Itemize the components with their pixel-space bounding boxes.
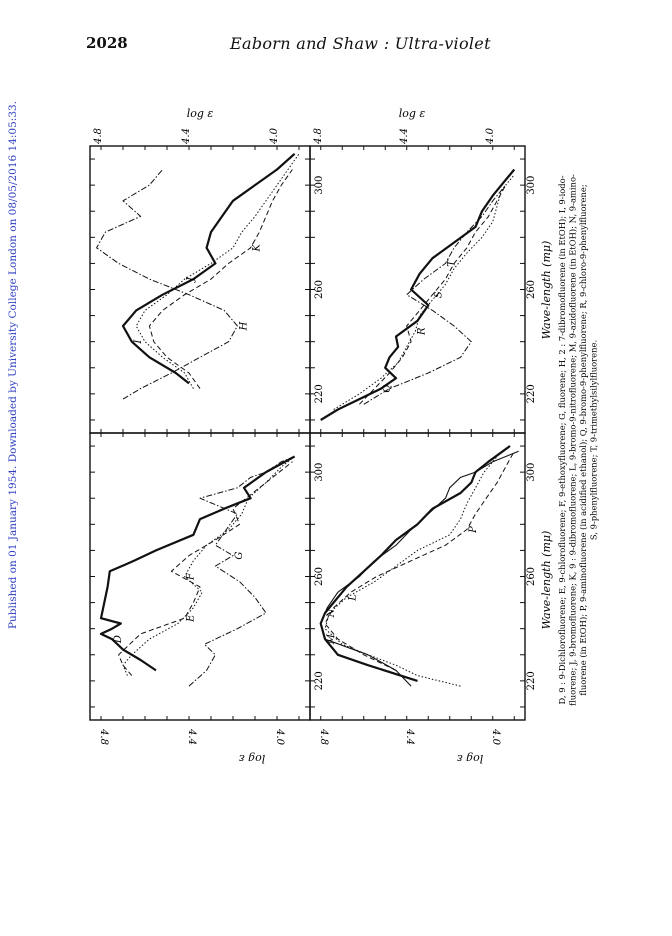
figure-labels: 220 260 300 220 260 300 220 260 300 220 260 300 4.8 4… (93, 107, 553, 765)
x-tick-label: 260 (526, 567, 537, 586)
caption-line: S, 9-phenylfluorene; T, 9-trimethylsilyl… (589, 340, 599, 540)
y-tick-label: 4.0 (269, 127, 280, 145)
series-line-K (148, 169, 293, 389)
x-tick-label: 300 (526, 176, 537, 195)
y-tick-label: 4.8 (313, 128, 324, 145)
series-label-Q: Q (382, 385, 393, 393)
x-tick-label: 220 (526, 671, 537, 690)
series-label-F: F (186, 572, 197, 581)
y-tick-label: 4.8 (93, 128, 104, 145)
series-line-Q (320, 168, 516, 421)
series-label-K: K (252, 243, 263, 252)
y-tick-label: 4.8 (98, 728, 109, 745)
x-axis-title: Wave-length (mμ) (540, 531, 553, 630)
panel-frame (89, 145, 311, 434)
series-line-E (118, 461, 293, 676)
series-line-G (188, 456, 295, 687)
caption-line: fluorene; J, 9-bromofluorene; K, 9 : 9-d… (568, 174, 578, 706)
y-tick-label: 4.0 (274, 728, 285, 746)
x-tick-label: 260 (314, 280, 325, 299)
y-tick-label: 4.4 (186, 728, 197, 745)
x-tick-label: 260 (314, 567, 325, 586)
series-label-N: N (326, 607, 337, 618)
series-line-J (135, 153, 300, 389)
series-label-R: R (416, 327, 427, 336)
series-label-L: L (348, 594, 359, 602)
y-axis-title: log ε (187, 107, 214, 120)
series-line-I (121, 152, 296, 385)
x-tick-label: 300 (526, 463, 537, 482)
series-line-P (324, 451, 515, 671)
y-tick-label: 4.4 (404, 728, 415, 745)
y-tick-label: 4.4 (181, 128, 192, 145)
y-tick-label: 4.8 (318, 728, 329, 745)
x-tick-label: 260 (526, 280, 537, 299)
y-axis-title: log ε (457, 752, 484, 765)
series-label-J: J (186, 276, 197, 283)
y-tick-label: 4.0 (485, 127, 496, 145)
y-tick-label: 4.4 (399, 128, 410, 145)
series-line-S (359, 184, 507, 405)
series-line-H (96, 169, 238, 400)
page-number: 2028 (86, 34, 128, 52)
caption-line: fluorene (in EtOH); P, 9-aminofluorene (… (578, 184, 588, 695)
caption-line: D, 9 : 9-Dichlorofluorene; E, 9-chlorofl… (557, 175, 567, 704)
series-line-N (319, 445, 511, 682)
series-label-G: G (234, 552, 245, 560)
x-tick-label: 220 (314, 384, 325, 403)
series-label-E: E (186, 614, 197, 623)
chart-panel-2: M N L P (309, 432, 526, 721)
series-label-P: P (468, 526, 479, 534)
y-axis-title: log ε (399, 107, 426, 120)
series-label-T: T (446, 259, 457, 267)
panel-frame (309, 432, 526, 721)
x-axis-title: Wave-length (mμ) (540, 241, 553, 340)
y-axis-title: log ε (239, 752, 266, 765)
running-title: Eaborn and Shaw : Ultra-violet (230, 34, 491, 53)
series-line-D (99, 455, 296, 672)
series-label-H: H (238, 321, 249, 331)
series-line-T (363, 184, 507, 405)
y-tick-label: 4.0 (490, 728, 501, 746)
series-label-M: M (326, 633, 337, 645)
series-label-S: S (434, 291, 445, 298)
series-line-F (122, 456, 295, 676)
x-tick-label: 220 (314, 671, 325, 690)
figure-caption: D, 9 : 9-Dichlorofluorene; E, 9-chlorofl… (557, 174, 599, 706)
series-line-L (324, 456, 498, 687)
x-tick-label: 300 (314, 176, 325, 195)
x-tick-label: 300 (314, 463, 325, 482)
chart-panel-1: D E F G (89, 432, 311, 721)
x-tick-label: 220 (526, 384, 537, 403)
series-line-R (333, 174, 515, 410)
series-label-D: D (113, 635, 124, 644)
panels: D E F G M N L P I H J K Q R S T (89, 145, 526, 721)
chart-panel-3: I H J K (89, 145, 311, 434)
panel-frame (309, 145, 526, 434)
chart-panel-4: Q R S T (309, 145, 526, 434)
series-label-I: I (133, 339, 144, 345)
series-line-M (320, 450, 519, 687)
